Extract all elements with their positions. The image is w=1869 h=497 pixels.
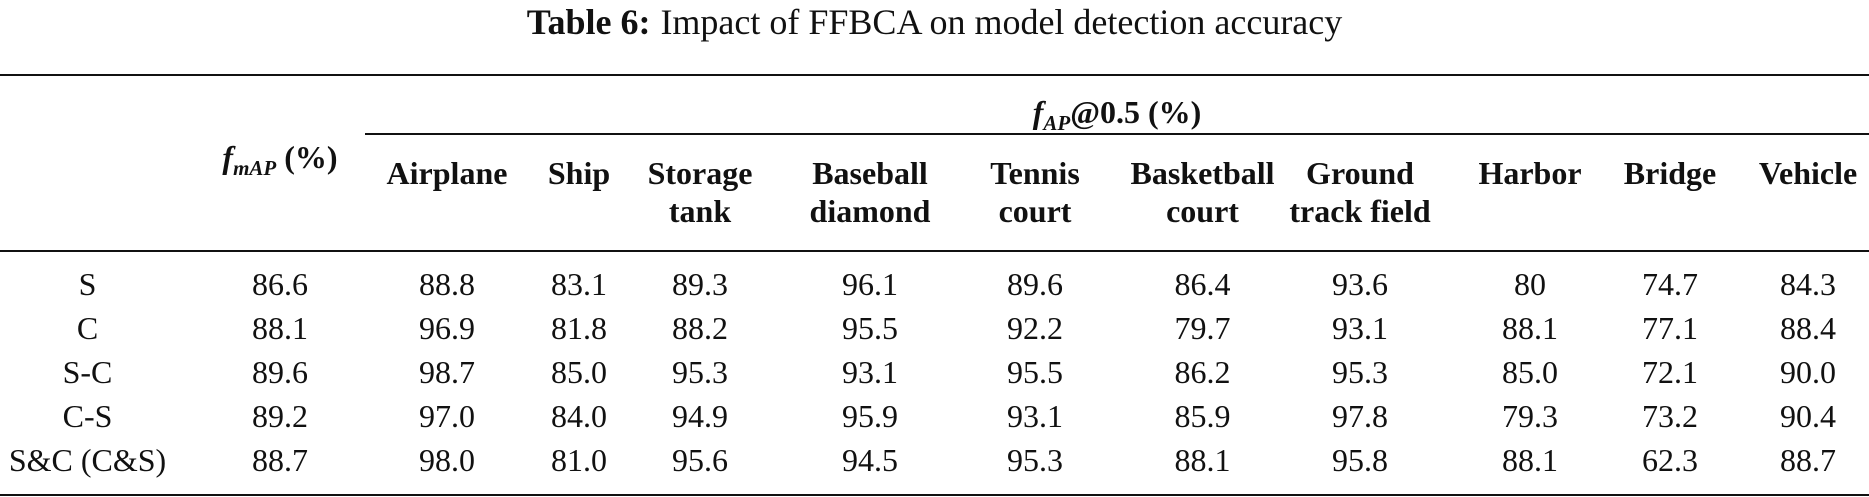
class-header: Storage tank — [647, 155, 753, 229]
value-cell: 88.4 — [1780, 310, 1836, 346]
value-cell: 85.9 — [1174, 398, 1231, 434]
table-row: S&C (C&S) 88.7 98.0 81.0 95.6 94.5 95.3 … — [0, 438, 1869, 482]
class-header: Vehicle — [1758, 155, 1858, 191]
table-row: S 86.6 88.8 83.1 89.3 96.1 89.6 86.4 93.… — [0, 262, 1869, 306]
value-cell: 86.2 — [1174, 354, 1231, 390]
value-cell: 94.9 — [672, 398, 728, 434]
value-cell: 81.0 — [551, 442, 607, 478]
value-cell: 95.3 — [1332, 354, 1388, 390]
value-cell: 95.9 — [842, 398, 898, 434]
value-cell: 84.3 — [1780, 266, 1836, 302]
value-cell: 62.3 — [1642, 442, 1698, 478]
fmap-cell: 88.7 — [252, 442, 308, 478]
table-row: S-C 89.6 98.7 85.0 95.3 93.1 95.5 86.2 9… — [0, 350, 1869, 394]
value-cell: 98.0 — [419, 442, 475, 478]
value-cell: 88.1 — [1174, 442, 1231, 478]
class-header: Ship — [547, 155, 611, 191]
fmap-cell: 86.6 — [252, 266, 308, 302]
value-cell: 84.0 — [551, 398, 607, 434]
top-rule — [0, 74, 1869, 76]
value-cell: 83.1 — [551, 266, 607, 302]
value-cell: 96.9 — [419, 310, 475, 346]
value-cell: 96.1 — [842, 266, 898, 302]
fmap-header: fmAP (%) — [222, 139, 338, 180]
method-cell: S-C — [62, 354, 113, 390]
method-cell: C — [76, 310, 99, 346]
method-cell: C-S — [62, 398, 113, 434]
value-cell: 95.5 — [842, 310, 898, 346]
value-cell: 95.3 — [672, 354, 728, 390]
table-row: C 88.1 96.9 81.8 88.2 95.5 92.2 79.7 93.… — [0, 306, 1869, 350]
value-cell: 95.8 — [1332, 442, 1388, 478]
value-cell: 73.2 — [1642, 398, 1698, 434]
class-header: Ground track field — [1289, 155, 1431, 229]
value-cell: 77.1 — [1642, 310, 1698, 346]
fmap-cell: 88.1 — [252, 310, 308, 346]
value-cell: 93.1 — [1007, 398, 1063, 434]
value-cell: 74.7 — [1642, 266, 1698, 302]
value-cell: 97.0 — [419, 398, 475, 434]
class-header: Tennis court — [990, 155, 1080, 229]
value-cell: 95.6 — [672, 442, 728, 478]
value-cell: 88.7 — [1780, 442, 1836, 478]
value-cell: 89.3 — [672, 266, 728, 302]
value-cell: 93.6 — [1332, 266, 1388, 302]
value-cell: 98.7 — [419, 354, 475, 390]
value-cell: 85.0 — [551, 354, 607, 390]
value-cell: 80 — [1514, 266, 1546, 302]
value-cell: 79.7 — [1174, 310, 1231, 346]
header-bottom-rule — [0, 250, 1869, 252]
value-cell: 97.8 — [1332, 398, 1388, 434]
value-cell: 72.1 — [1642, 354, 1698, 390]
fap-header: fAP@0.5 (%) — [1032, 94, 1202, 135]
fap-header-rule — [365, 133, 1869, 135]
fmap-cell: 89.6 — [252, 354, 308, 390]
value-cell: 93.1 — [1332, 310, 1388, 346]
table-caption: Table 6: Impact of FFBCA on model detecti… — [0, 2, 1869, 42]
table-row: C-S 89.2 97.0 84.0 94.9 95.9 93.1 85.9 9… — [0, 394, 1869, 438]
value-cell: 81.8 — [551, 310, 607, 346]
value-cell: 88.1 — [1502, 310, 1558, 346]
value-cell: 90.0 — [1780, 354, 1836, 390]
caption-text: Impact of FFBCA on model detection accur… — [660, 2, 1343, 42]
value-cell: 95.3 — [1007, 442, 1063, 478]
value-cell: 92.2 — [1007, 310, 1063, 346]
value-cell: 88.2 — [672, 310, 728, 346]
method-cell: S&C (C&S) — [8, 442, 167, 478]
value-cell: 79.3 — [1502, 398, 1558, 434]
class-header: Airplane — [386, 155, 508, 191]
value-cell: 95.5 — [1007, 354, 1063, 390]
class-header: Harbor — [1478, 155, 1582, 191]
class-header: Bridge — [1623, 155, 1717, 191]
fmap-cell: 89.2 — [252, 398, 308, 434]
value-cell: 94.5 — [842, 442, 898, 478]
value-cell: 88.8 — [419, 266, 475, 302]
caption-label: Table 6: — [526, 2, 651, 42]
value-cell: 93.1 — [842, 354, 898, 390]
method-cell: S — [78, 266, 97, 302]
class-header: Baseball diamond — [809, 155, 931, 229]
value-cell: 85.0 — [1502, 354, 1558, 390]
value-cell: 90.4 — [1780, 398, 1836, 434]
value-cell: 86.4 — [1174, 266, 1231, 302]
bottom-rule — [0, 494, 1869, 496]
value-cell: 88.1 — [1502, 442, 1558, 478]
class-header: Basketball court — [1130, 155, 1275, 229]
value-cell: 89.6 — [1007, 266, 1063, 302]
